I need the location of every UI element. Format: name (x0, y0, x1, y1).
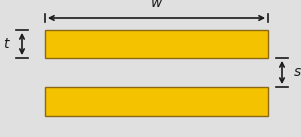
Text: t: t (3, 37, 8, 51)
Text: s: s (294, 65, 301, 79)
Bar (45, 87, 268, 116)
Bar (45, 30, 268, 58)
Text: w: w (151, 0, 162, 10)
